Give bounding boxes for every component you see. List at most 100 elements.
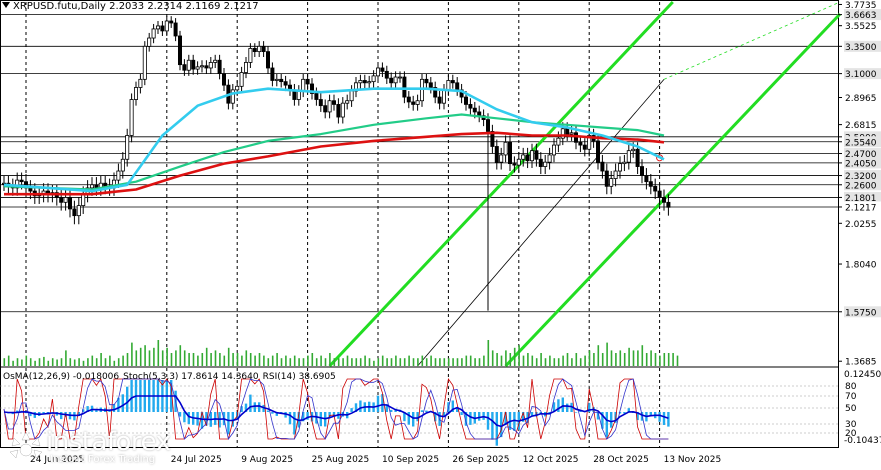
volume-bar bbox=[650, 350, 652, 366]
volume-bar bbox=[78, 358, 80, 366]
price-label-box bbox=[844, 306, 881, 318]
bull-candle-body bbox=[367, 81, 372, 84]
osma-bar bbox=[359, 400, 362, 412]
candle bbox=[428, 77, 433, 94]
volume-bar bbox=[157, 340, 160, 366]
candle bbox=[406, 91, 411, 109]
bear-candle-body bbox=[644, 175, 649, 183]
volume-bar bbox=[337, 358, 340, 366]
volume-bar bbox=[135, 350, 138, 366]
volume-bar bbox=[197, 355, 199, 366]
volume-bar bbox=[65, 350, 67, 366]
bull-candle-body bbox=[375, 67, 380, 77]
instaforex-logo: instaforex Instant Forex Trading bbox=[6, 428, 171, 466]
bull-candle-body bbox=[243, 62, 248, 73]
volume-bar bbox=[434, 358, 437, 366]
volume-bar bbox=[302, 358, 305, 366]
volume-bar bbox=[412, 358, 415, 366]
volume-bar bbox=[126, 353, 129, 366]
candle bbox=[129, 93, 134, 143]
candle bbox=[257, 41, 262, 57]
osc-level-label: 20 bbox=[845, 429, 857, 439]
candle bbox=[389, 72, 394, 89]
volume-bar bbox=[601, 353, 604, 366]
candle bbox=[609, 171, 614, 195]
bear-candle-body bbox=[283, 81, 288, 86]
bear-candle-body bbox=[323, 105, 328, 113]
bear-candle-body bbox=[68, 197, 73, 210]
osma-label: OsMA(12,26,9) -0.018006 bbox=[3, 372, 120, 382]
bear-candle-body bbox=[160, 25, 165, 32]
bear-candle-body bbox=[578, 141, 583, 146]
candle bbox=[15, 172, 20, 196]
candle bbox=[63, 189, 68, 211]
bear-candle-body bbox=[261, 45, 266, 53]
volume-bar bbox=[43, 356, 45, 366]
price-tick-label: 2.0255 bbox=[845, 220, 877, 230]
bear-candle-body bbox=[380, 67, 385, 72]
bear-candle-body bbox=[204, 65, 209, 69]
volume-bar bbox=[641, 345, 644, 366]
bear-candle-body bbox=[635, 148, 640, 167]
volume-bar bbox=[87, 358, 89, 366]
bull-candle-body bbox=[63, 197, 68, 203]
candle bbox=[538, 152, 543, 175]
volume-bar bbox=[355, 358, 358, 366]
volume-bar bbox=[505, 350, 507, 366]
bull-candle-body bbox=[208, 62, 213, 69]
osma-bar bbox=[187, 412, 190, 425]
candle bbox=[494, 139, 499, 170]
osma-bar bbox=[649, 412, 652, 416]
osma-bar bbox=[596, 412, 600, 420]
indicator-legend: OsMA(12,26,9) -0.018006 Stoch(5,3,3) 17.8… bbox=[3, 372, 340, 383]
dropdown-arrow-icon[interactable] bbox=[2, 2, 10, 8]
volume-bar bbox=[544, 358, 547, 366]
logo-icon bbox=[9, 431, 43, 459]
bull-candle-body bbox=[138, 78, 143, 88]
candle bbox=[411, 95, 416, 111]
volume-bar bbox=[139, 347, 142, 366]
bull-candle-body bbox=[340, 102, 345, 118]
osma-bar bbox=[86, 406, 89, 412]
candle bbox=[507, 135, 512, 172]
volume-bar bbox=[584, 355, 586, 366]
volume-bar bbox=[29, 358, 32, 366]
volume-bar bbox=[188, 353, 190, 366]
volume-bar bbox=[223, 355, 226, 366]
osma-bar bbox=[623, 412, 626, 414]
osma-bar bbox=[126, 386, 129, 412]
volume-bar bbox=[399, 358, 402, 366]
bull-candle-body bbox=[552, 144, 557, 156]
bear-candle-body bbox=[662, 197, 667, 203]
osma-bar bbox=[486, 412, 490, 430]
bear-candle-body bbox=[19, 179, 24, 183]
price-label-box bbox=[844, 40, 881, 52]
candle bbox=[578, 135, 583, 153]
candle bbox=[195, 61, 200, 75]
candle bbox=[499, 147, 504, 170]
volume-bar bbox=[73, 359, 76, 366]
candle bbox=[384, 65, 389, 84]
candle bbox=[186, 54, 191, 76]
volume-bar bbox=[575, 353, 578, 366]
osma-bar bbox=[566, 403, 569, 412]
osma-bar bbox=[601, 412, 604, 429]
volume-bar bbox=[531, 355, 534, 366]
candle bbox=[353, 77, 358, 98]
candle bbox=[477, 105, 482, 123]
osma-bar bbox=[561, 397, 564, 412]
volume-bar bbox=[100, 353, 102, 366]
osma-bar bbox=[183, 412, 186, 423]
bull-candle-body bbox=[516, 158, 521, 166]
candle bbox=[367, 75, 372, 89]
candle bbox=[657, 183, 662, 206]
price-label-box bbox=[844, 9, 881, 21]
bull-candle-body bbox=[129, 99, 134, 136]
osma-bar bbox=[588, 402, 591, 412]
bull-candle-body bbox=[530, 150, 535, 162]
bear-candle-body bbox=[362, 80, 367, 84]
bull-candle-body bbox=[147, 37, 152, 47]
volume-bar bbox=[298, 358, 300, 366]
level-lines bbox=[0, 14, 838, 313]
volume-bar bbox=[276, 353, 278, 366]
